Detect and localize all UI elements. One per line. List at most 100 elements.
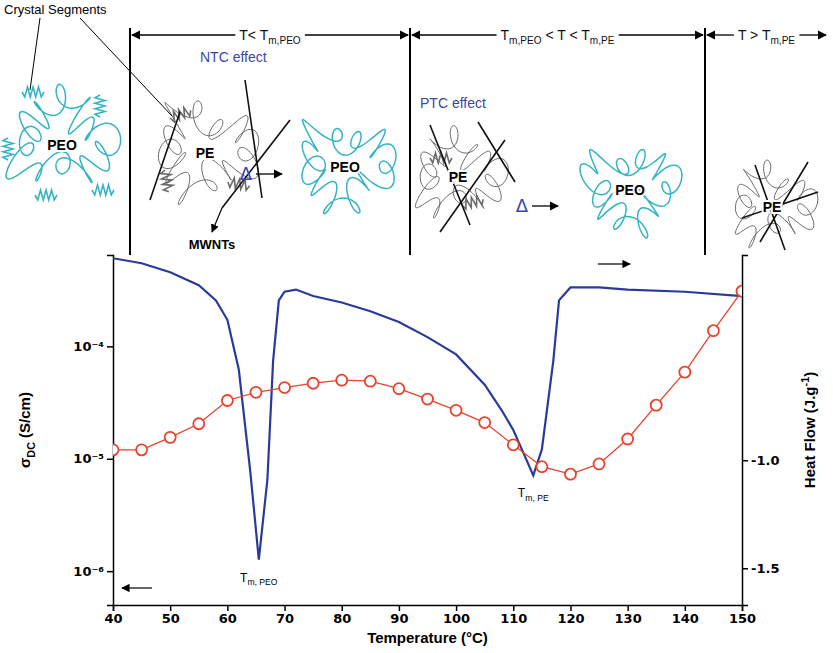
tick: 130 [615, 605, 642, 626]
crystal-segment [170, 108, 191, 122]
effect-label: NTC effect [200, 49, 267, 65]
tick-mark [107, 571, 113, 573]
tick-label: 60 [219, 611, 237, 626]
crystal-segment [92, 185, 114, 195]
text-part: m,PEO [509, 35, 542, 46]
text-part: T< T [239, 27, 268, 43]
data-point [422, 394, 433, 405]
tick-label: 100 [443, 611, 470, 626]
region-arrow [412, 34, 497, 35]
series-axis-arrow [598, 263, 630, 264]
figure: 40506070809010011012013014015010⁻⁶10⁻⁵10… [0, 0, 833, 653]
axis-line [107, 256, 114, 606]
tick-label: 130 [615, 611, 642, 626]
x-axis: 405060708090100110120130140150 [104, 605, 756, 626]
callout: Crystal Segments [4, 2, 107, 17]
nanotube [478, 122, 515, 182]
tick-label: 40 [104, 611, 122, 626]
data-point [279, 382, 290, 393]
tick-mark [685, 605, 687, 611]
x-axis-title: Temperature (°C) [367, 629, 488, 646]
data-point [336, 375, 347, 386]
tick-label: 110 [500, 611, 527, 626]
polymer-label: PE [763, 199, 782, 215]
tick: 40 [104, 605, 122, 626]
tick-label: 50 [162, 611, 180, 626]
callout-leader [30, 18, 40, 90]
tick: 60 [219, 605, 237, 626]
crystal-segment [35, 190, 57, 200]
tick-mark [107, 346, 113, 348]
polymer-label: PEO [47, 137, 77, 153]
axis-line [743, 256, 749, 606]
crystal-segment [3, 138, 13, 160]
polymer-coil [158, 101, 258, 205]
tick: 100 [443, 605, 470, 626]
tick-label: 90 [390, 611, 408, 626]
filler-label: MWNTs [189, 237, 236, 252]
tick-mark [170, 605, 172, 611]
data-point [594, 458, 605, 469]
crystal-segment [462, 196, 483, 209]
schematic: T< Tm,PEOTm,PEO < T < Tm,PET > Tm,PECrys… [3, 2, 826, 255]
data-point [536, 461, 547, 472]
tick-mark [456, 605, 458, 611]
tick-label: 70 [276, 611, 294, 626]
tick-mark [227, 605, 229, 611]
data-point [651, 400, 662, 411]
tick-mark [284, 605, 286, 611]
heating-arrow [256, 173, 282, 174]
crystal-segment [95, 95, 105, 117]
heating-arrow [532, 205, 558, 206]
polymer-label: PE [196, 145, 215, 161]
text-part: (S/cm) [16, 392, 33, 442]
data-point [479, 417, 490, 428]
data-point [113, 444, 119, 455]
data-point [222, 395, 233, 406]
nanotube [440, 140, 505, 232]
tick-mark [513, 605, 515, 611]
data-point [565, 469, 576, 480]
text-part: m,PEO [268, 35, 301, 46]
tick-label: -1.5 [751, 561, 779, 576]
region-arrow [799, 34, 826, 35]
axis-line [114, 606, 743, 612]
nanotube [760, 162, 808, 242]
polymer-coil [735, 160, 818, 248]
crystal-segment [161, 170, 173, 192]
series-axis-arrow [122, 587, 152, 588]
tick-mark [570, 605, 572, 611]
tick: -1.0 [742, 453, 779, 468]
tick-label: 150 [729, 611, 756, 626]
polymer-coil [302, 120, 396, 214]
text-part: m, PEO [247, 577, 277, 587]
data-point [679, 367, 690, 378]
tick-mark [399, 605, 401, 611]
tick: -1.5 [742, 561, 779, 576]
data-point [136, 444, 147, 455]
divider [409, 28, 411, 255]
tick-label: 10⁻⁵ [73, 451, 104, 466]
data-point [308, 378, 319, 389]
y-axis: 10⁻⁶10⁻⁵10⁻⁴ [73, 256, 113, 606]
tick-label: -1.0 [751, 453, 779, 468]
tick-mark [742, 460, 748, 462]
data-point [737, 286, 743, 297]
text-part: Heat Flow (J.g [801, 386, 818, 488]
y2-axis-title: Heat Flow (J.g-1) [799, 372, 818, 488]
tick-mark [627, 605, 629, 611]
nanotube [742, 192, 818, 218]
tick-label: 10⁻⁴ [73, 339, 104, 354]
region-arrow [707, 34, 734, 35]
text-part: -1 [799, 377, 811, 387]
effect-label: PTC effect [420, 95, 486, 111]
polymer-coil [6, 84, 121, 182]
region-arrow [619, 34, 703, 35]
data-point [708, 325, 719, 336]
text-part: σ [16, 458, 33, 468]
tick: 80 [333, 605, 351, 626]
text-part: m,PE [590, 35, 615, 46]
tick: 70 [276, 605, 294, 626]
divider [704, 28, 706, 255]
nanotube [222, 120, 290, 208]
